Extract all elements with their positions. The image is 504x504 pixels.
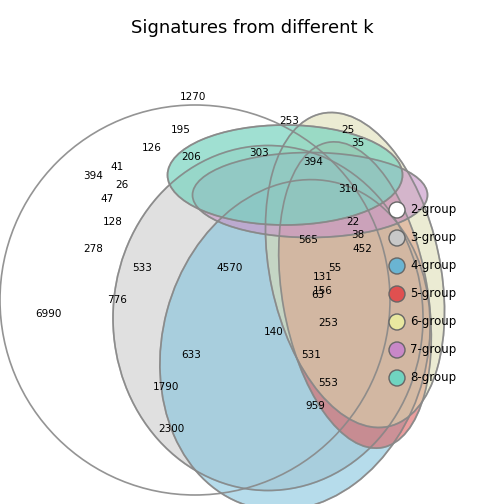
- Circle shape: [389, 258, 405, 274]
- Text: 959: 959: [306, 401, 326, 411]
- Text: 633: 633: [181, 350, 201, 360]
- Text: 63: 63: [311, 290, 325, 300]
- Circle shape: [389, 342, 405, 358]
- Circle shape: [389, 230, 405, 246]
- Ellipse shape: [167, 125, 403, 225]
- Text: 278: 278: [83, 244, 103, 255]
- Text: 310: 310: [338, 184, 357, 195]
- Ellipse shape: [160, 179, 430, 504]
- Text: 131: 131: [313, 272, 333, 282]
- Text: 253: 253: [318, 318, 338, 328]
- Text: 41: 41: [110, 161, 124, 171]
- Text: 2-group: 2-group: [410, 204, 456, 217]
- Text: 253: 253: [279, 115, 299, 125]
- Text: 3-group: 3-group: [410, 231, 456, 244]
- Text: 206: 206: [181, 152, 201, 162]
- Text: 8-group: 8-group: [410, 371, 456, 385]
- Text: 531: 531: [301, 350, 321, 360]
- Text: 26: 26: [115, 180, 129, 190]
- Text: 452: 452: [352, 244, 372, 255]
- Text: 126: 126: [142, 143, 161, 153]
- Ellipse shape: [279, 142, 431, 448]
- Text: 25: 25: [341, 124, 354, 135]
- Text: 394: 394: [83, 171, 103, 181]
- Ellipse shape: [193, 153, 427, 237]
- Text: 565: 565: [298, 235, 319, 245]
- Text: 38: 38: [351, 230, 364, 240]
- Text: 2300: 2300: [158, 424, 184, 434]
- Text: 47: 47: [101, 194, 114, 204]
- Text: 1270: 1270: [180, 93, 206, 102]
- Circle shape: [389, 370, 405, 386]
- Text: 6990: 6990: [35, 308, 62, 319]
- Text: 156: 156: [313, 286, 333, 296]
- Ellipse shape: [113, 146, 423, 490]
- Text: 533: 533: [132, 263, 152, 273]
- Ellipse shape: [266, 112, 445, 427]
- Text: 7-group: 7-group: [410, 344, 456, 356]
- Text: 22: 22: [346, 217, 359, 227]
- Text: 1790: 1790: [153, 383, 179, 392]
- Text: 4570: 4570: [217, 263, 243, 273]
- Text: 553: 553: [318, 377, 338, 388]
- Circle shape: [389, 202, 405, 218]
- Text: 128: 128: [102, 217, 122, 227]
- Text: 140: 140: [264, 327, 284, 337]
- Text: 195: 195: [171, 124, 191, 135]
- Circle shape: [389, 286, 405, 302]
- Text: Signatures from different k: Signatures from different k: [131, 19, 373, 37]
- Text: 6-group: 6-group: [410, 316, 456, 329]
- Text: 35: 35: [351, 139, 364, 149]
- Text: 394: 394: [303, 157, 323, 167]
- Text: 4-group: 4-group: [410, 260, 456, 273]
- Text: 303: 303: [249, 148, 269, 158]
- Circle shape: [389, 314, 405, 330]
- Text: 776: 776: [107, 295, 127, 305]
- Text: 55: 55: [329, 263, 342, 273]
- Text: 5-group: 5-group: [410, 287, 456, 300]
